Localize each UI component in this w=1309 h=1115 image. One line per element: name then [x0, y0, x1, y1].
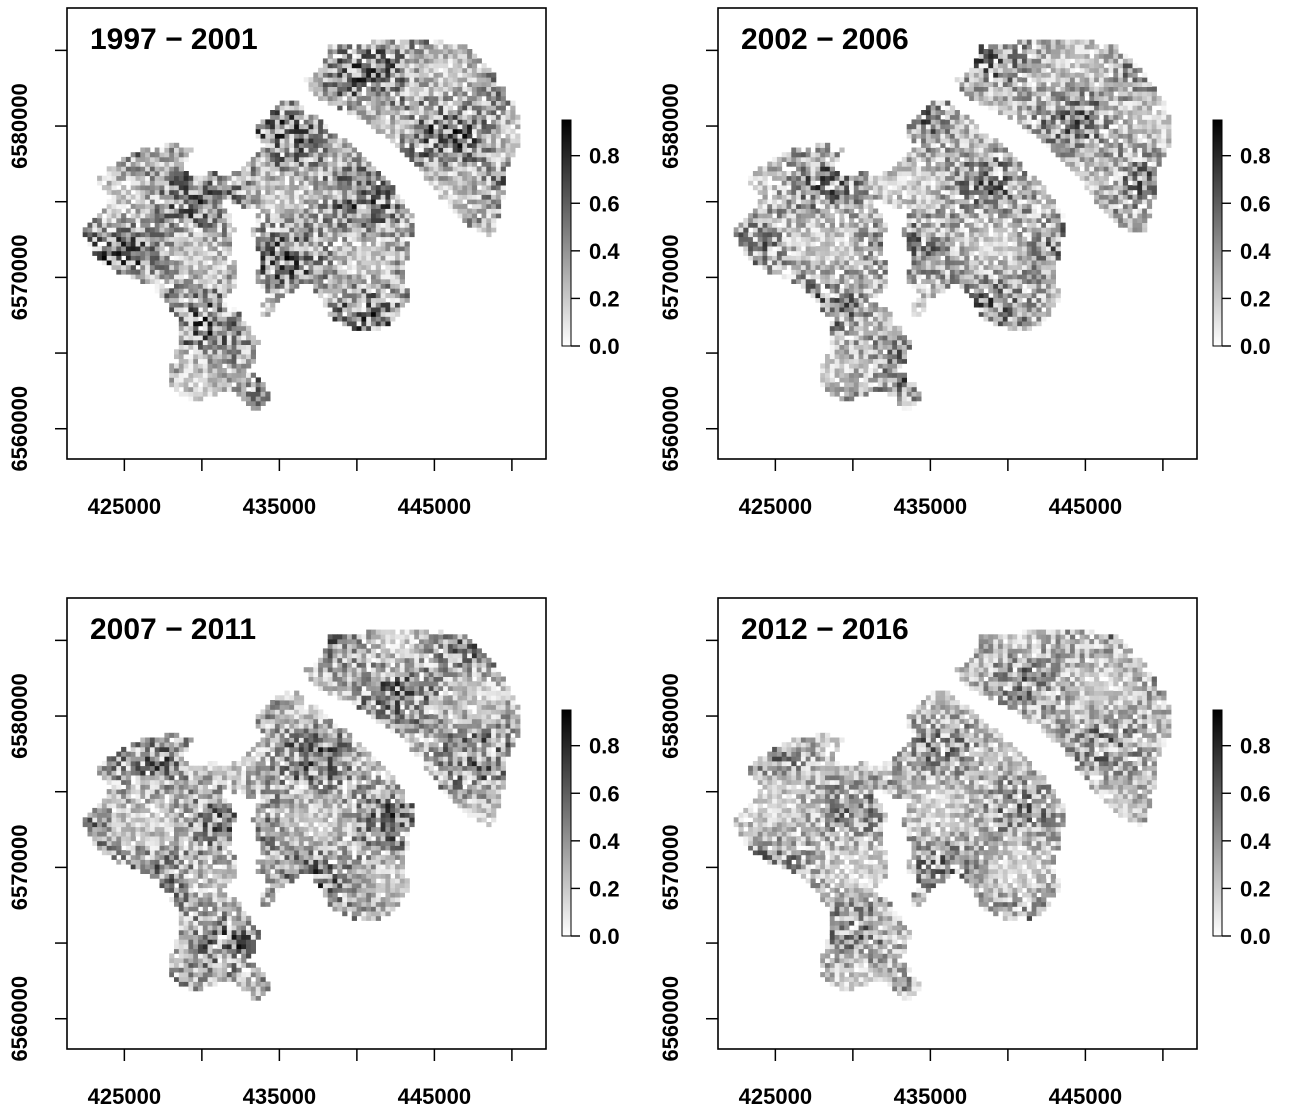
raster-layer [82, 39, 521, 411]
x-tick-label: 435000 [243, 1084, 316, 1109]
panel-title: 2012 − 2016 [741, 613, 909, 646]
y-tick-label: 6570000 [658, 825, 683, 911]
colorbar [561, 119, 572, 347]
colorbar-tick-label: 0.2 [589, 876, 620, 901]
colorbar [561, 709, 572, 937]
x-tick-label: 425000 [739, 494, 812, 519]
y-tick-label: 6560000 [7, 386, 32, 472]
colorbar-tick-label: 0.8 [1240, 144, 1271, 169]
map-panel-2: 2002 − 2006 425000 435000 445000 6560000 6570… [658, 7, 1271, 519]
colorbar-tick-label: 0.2 [1240, 286, 1271, 311]
colorbar-tick-label: 0.4 [1240, 829, 1271, 854]
colorbar [1212, 119, 1223, 347]
x-tick-label: 435000 [894, 494, 967, 519]
raster-layer [82, 629, 521, 1001]
x-tick-label: 425000 [739, 1084, 812, 1109]
y-tick-label: 6580000 [658, 673, 683, 759]
y-tick-label: 6560000 [658, 386, 683, 472]
y-tick-label: 6570000 [7, 825, 32, 911]
y-tick-label: 6570000 [658, 235, 683, 321]
colorbar-tick-label: 0.4 [589, 829, 620, 854]
colorbar-tick-label: 0.8 [589, 144, 620, 169]
y-tick-label: 6580000 [7, 673, 32, 759]
colorbar-tick-label: 0.4 [589, 239, 620, 264]
colorbar-tick-label: 0.6 [1240, 191, 1271, 216]
raster-layer [733, 629, 1172, 1001]
colorbar-tick-label: 0.6 [589, 781, 620, 806]
y-tick-label: 6580000 [658, 83, 683, 169]
colorbar-tick-label: 0.0 [589, 334, 620, 359]
x-tick-label: 445000 [1049, 1084, 1122, 1109]
colorbar-tick-label: 0.2 [1240, 876, 1271, 901]
colorbar-tick-label: 0.8 [1240, 734, 1271, 759]
y-tick-label: 6580000 [7, 83, 32, 169]
colorbar-tick-label: 0.0 [589, 924, 620, 949]
x-tick-label: 445000 [398, 494, 471, 519]
panel-title: 1997 − 2001 [90, 23, 258, 56]
y-tick-label: 6570000 [7, 235, 32, 321]
colorbar-tick-label: 0.0 [1240, 334, 1271, 359]
colorbar-tick-label: 0.6 [589, 191, 620, 216]
colorbar-tick-label: 0.0 [1240, 924, 1271, 949]
map-panel-4: 2012 − 2016 425000 435000 445000 6560000 6570… [658, 597, 1271, 1109]
y-tick-label: 6560000 [658, 976, 683, 1062]
x-tick-label: 445000 [1049, 494, 1122, 519]
map-panel-1: 1997 − 2001 425000 435000 445000 6560000 6570… [7, 7, 620, 519]
colorbar [1212, 709, 1223, 937]
x-tick-label: 435000 [894, 1084, 967, 1109]
panel-title: 2002 − 2006 [741, 23, 909, 56]
x-tick-label: 435000 [243, 494, 316, 519]
panel-title: 2007 − 2011 [90, 613, 256, 646]
colorbar-tick-label: 0.2 [589, 286, 620, 311]
map-panel-3: 2007 − 2011 425000 435000 445000 6560000 6570… [7, 597, 620, 1109]
colorbar-tick-label: 0.4 [1240, 239, 1271, 264]
raster-layer [733, 39, 1172, 411]
colorbar-tick-label: 0.6 [1240, 781, 1271, 806]
x-tick-label: 425000 [88, 494, 161, 519]
x-tick-label: 445000 [398, 1084, 471, 1109]
y-tick-label: 6560000 [7, 976, 32, 1062]
colorbar-tick-label: 0.8 [589, 734, 620, 759]
x-tick-label: 425000 [88, 1084, 161, 1109]
